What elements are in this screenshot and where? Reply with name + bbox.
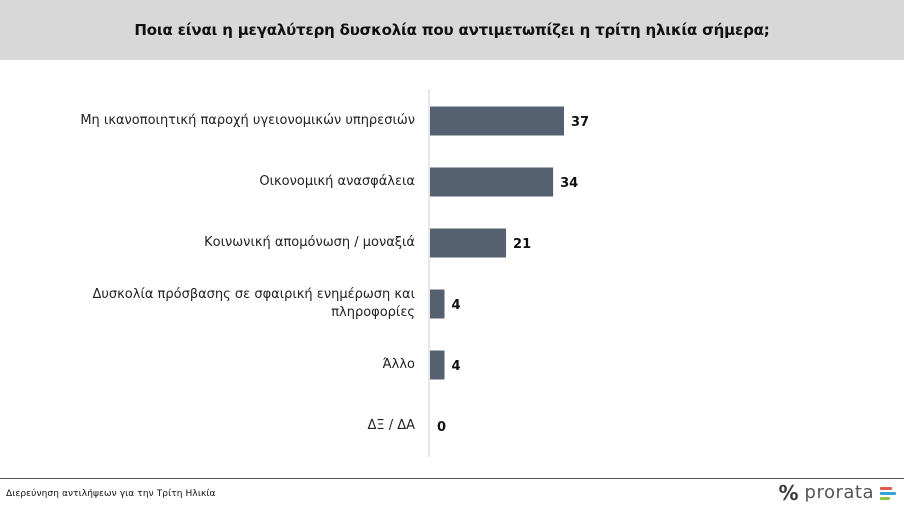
brand-bar	[880, 491, 896, 495]
brand-logo: % prorata	[778, 482, 896, 504]
data-label: 4	[451, 359, 460, 374]
data-label: 21	[513, 237, 531, 252]
footer-divider	[0, 478, 904, 479]
category-label: Μη ικανοποιητική παροχή υγειονομικών υπη…	[80, 113, 415, 128]
data-label: 4	[451, 298, 460, 313]
category-label: ΔΞ / ΔΑ	[367, 418, 415, 433]
category-label: Κοινωνική απομόνωση / μοναξιά	[204, 235, 415, 250]
category-label: Δυσκολία πρόσβασης σε σφαιρική ενημέρωση…	[92, 287, 415, 320]
category-label: Άλλο	[382, 357, 415, 372]
chart-title: Ποια είναι η μεγαλύτερη δυσκολία που αντ…	[134, 21, 770, 39]
category-label: Οικονομική ανασφάλεια	[259, 174, 415, 189]
percent-icon: %	[778, 481, 799, 505]
bar	[430, 167, 554, 197]
brand-bar	[880, 486, 892, 490]
bar	[430, 106, 564, 136]
bar	[430, 350, 445, 380]
brand-bars-icon	[880, 486, 896, 500]
data-label: 37	[571, 115, 589, 130]
data-label: 0	[437, 420, 446, 435]
bar	[430, 228, 507, 258]
bar	[430, 289, 445, 319]
data-label: 34	[560, 176, 578, 191]
brand-name: prorata	[804, 482, 874, 503]
brand-bar	[880, 496, 890, 500]
header-bar: Ποια είναι η μεγαλύτερη δυσκολία που αντ…	[0, 0, 904, 60]
footer-caption: Διερεύνηση αντιλήψεων για την Τρίτη Ηλικ…	[6, 489, 216, 499]
